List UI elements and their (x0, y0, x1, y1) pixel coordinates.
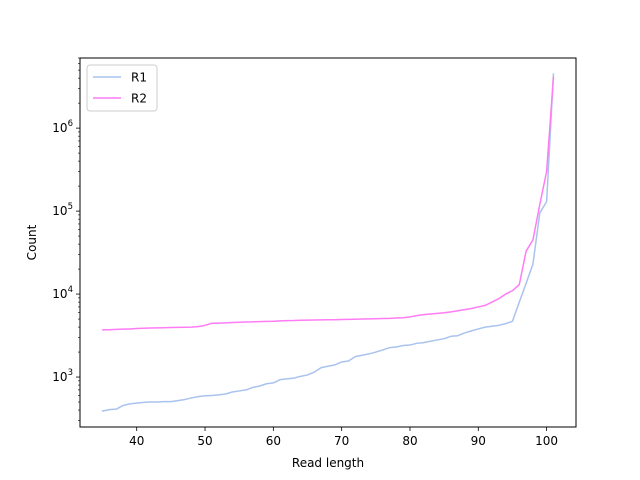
x-tick-label: 50 (197, 434, 212, 448)
x-axis-label: Read length (292, 456, 364, 470)
axes-frame (79, 57, 577, 428)
legend: R1 R2 (86, 64, 158, 112)
y-axis: 103 104 105 106 (52, 57, 80, 421)
plot-lines (101, 73, 555, 412)
x-tick-label: 70 (334, 434, 349, 448)
series-line-r2 (101, 76, 555, 331)
series-line-r1 (101, 73, 555, 412)
x-tick-label: 90 (471, 434, 486, 448)
y-tick-label: 105 (52, 202, 73, 218)
y-tick-label: 103 (52, 368, 73, 384)
x-tick-label: 100 (535, 434, 558, 448)
x-tick-label: 40 (129, 434, 144, 448)
y-tick-label: 104 (52, 285, 73, 301)
x-tick-label: 80 (402, 434, 417, 448)
y-axis-label: Count (25, 224, 39, 260)
legend-label-r1: R1 (131, 71, 147, 85)
legend-label-r2: R2 (131, 92, 147, 106)
y-tick-label: 106 (52, 119, 73, 135)
x-tick-label: 60 (266, 434, 281, 448)
x-axis: 40 50 60 70 80 90 100 (129, 427, 558, 448)
